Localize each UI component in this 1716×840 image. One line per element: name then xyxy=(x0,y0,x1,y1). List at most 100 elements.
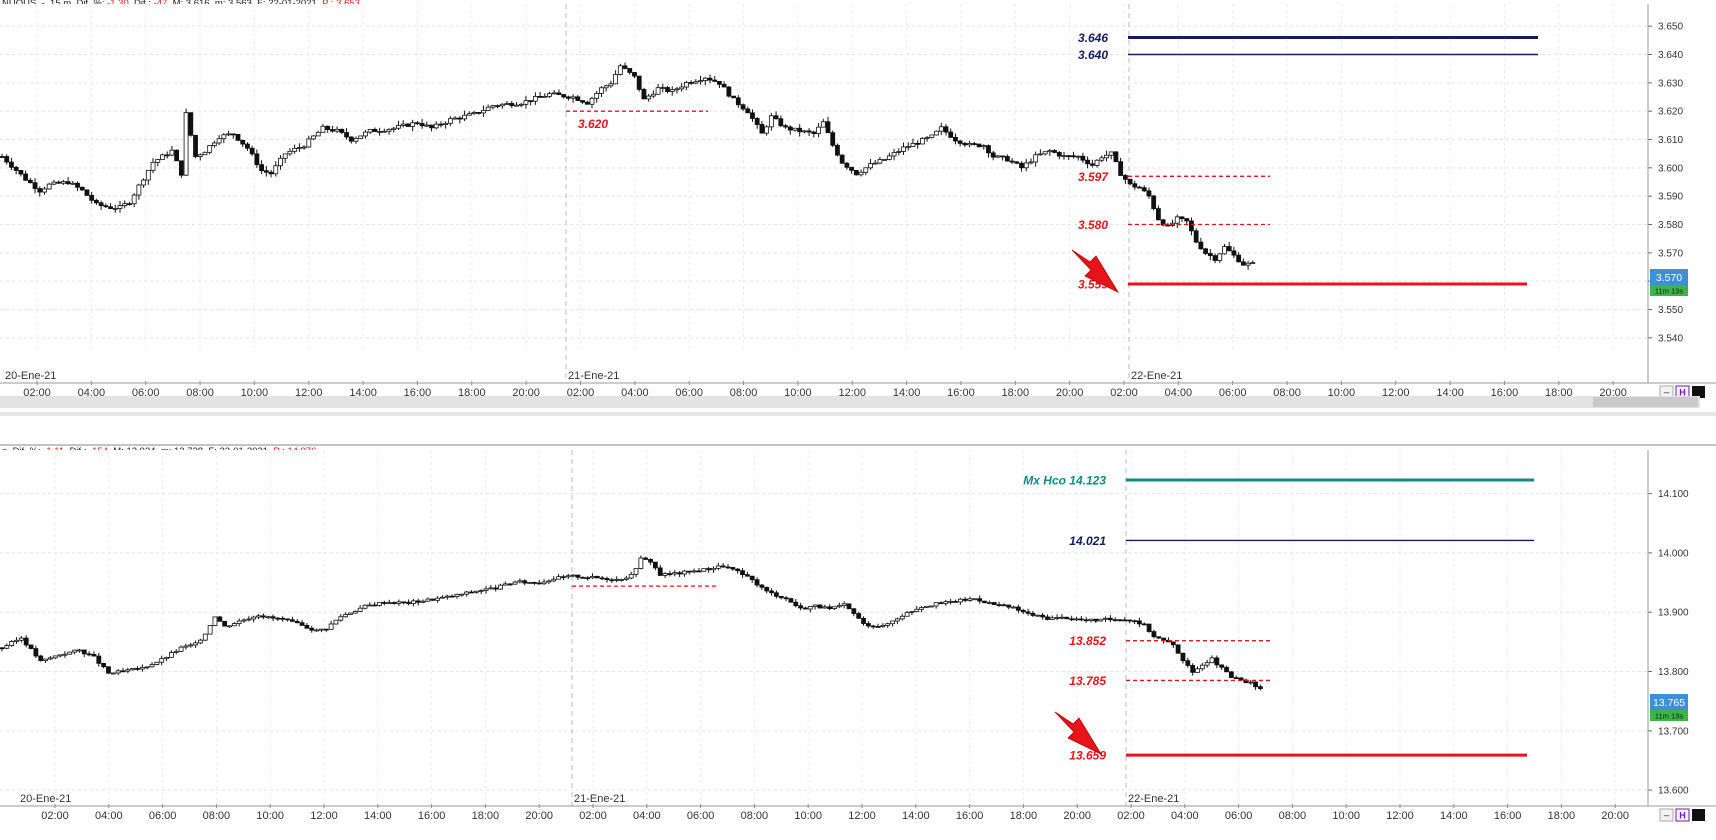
bot-candle xyxy=(749,575,755,581)
bot-candle xyxy=(1161,637,1166,641)
top-candle xyxy=(731,95,736,99)
bot-save-icon: H xyxy=(1679,811,1686,821)
top-candlestick-chart[interactable]: 3.5403.5503.5603.5703.5803.5903.6003.610… xyxy=(0,0,1716,410)
top-horizontal-scrollbar[interactable] xyxy=(0,396,1700,408)
top-candle xyxy=(669,89,675,92)
top-candle xyxy=(193,134,198,157)
bot-candle xyxy=(1088,618,1094,621)
bot-candle xyxy=(289,619,295,622)
bot-candle xyxy=(662,573,668,576)
top-price-badge-text: 3.570 xyxy=(1656,272,1682,284)
bot-candle xyxy=(57,654,63,657)
top-candle xyxy=(948,131,954,138)
bot-candle xyxy=(473,590,479,593)
top-candle xyxy=(542,95,548,98)
bottom-chart-pane[interactable]: n Dif. %: -1.11 Dif.: -154 M: 13.934 m: … xyxy=(0,446,1716,840)
bot-candle xyxy=(454,593,460,598)
top-scroll-thumb[interactable] xyxy=(1593,397,1698,407)
top-candle xyxy=(830,132,836,146)
bot-candle xyxy=(933,602,939,607)
top-candle xyxy=(65,181,71,185)
bot-candle xyxy=(106,666,111,674)
bot-candle xyxy=(1069,618,1075,621)
top-candle xyxy=(1222,246,1227,255)
bot-candle xyxy=(9,641,15,646)
bot-zoom-out-button[interactable] xyxy=(1659,808,1674,822)
bot-candle xyxy=(919,607,924,610)
bot-candle xyxy=(527,581,532,584)
bot-candle xyxy=(740,570,745,576)
top-candle xyxy=(707,77,713,81)
top-candle xyxy=(556,92,562,95)
bot-candle xyxy=(72,649,77,653)
bot-candle xyxy=(1146,623,1152,632)
top-candle xyxy=(632,72,637,77)
bot-candle xyxy=(1185,660,1191,666)
top-plot-area[interactable] xyxy=(0,4,1648,352)
top-candle xyxy=(617,65,623,75)
bot-price-badge xyxy=(1650,694,1688,710)
bot-candle xyxy=(1020,609,1026,613)
bot-candle xyxy=(159,658,165,663)
top-chart-pane[interactable]: NUOUS - 15 m Dif. %: -1.30 Dif.: -47 M: … xyxy=(0,0,1716,410)
top-candle xyxy=(721,83,727,88)
top-day-label: 20-Ene-21 xyxy=(5,370,56,382)
top-candle xyxy=(240,139,246,145)
top-candle xyxy=(981,145,987,148)
top-candle xyxy=(51,181,57,185)
bot-candle xyxy=(241,619,247,622)
bottom-candlestick-chart[interactable]: 13.600 13.700 13.800 13.900 14.000 14.100 02:0… xyxy=(0,446,1716,840)
bot-candle xyxy=(1117,619,1123,622)
top-candle xyxy=(245,143,250,149)
top-candle xyxy=(174,149,180,162)
bot-candle xyxy=(343,614,349,618)
top-candle xyxy=(825,121,831,134)
top-candle xyxy=(1137,186,1142,189)
top-candle xyxy=(797,127,803,133)
top-candle xyxy=(1203,248,1208,254)
bot-save-button[interactable] xyxy=(1675,808,1690,822)
pane-separator[interactable] xyxy=(0,412,1716,416)
bot-y-tick-label: 14.000 xyxy=(1658,548,1689,559)
bot-candle xyxy=(623,577,629,580)
bot-candle xyxy=(1093,618,1099,622)
bot-candle xyxy=(251,616,257,620)
bot-timer-badge xyxy=(1650,710,1688,721)
top-candle xyxy=(103,205,109,208)
bot-candle xyxy=(1253,681,1258,688)
top-candle xyxy=(844,162,850,168)
top-candle xyxy=(1056,152,1062,157)
bot-candle xyxy=(812,604,818,607)
top-candle xyxy=(1033,154,1039,163)
top-candle xyxy=(112,208,118,210)
top-candle xyxy=(735,97,741,106)
bot-candle xyxy=(48,657,53,660)
top-panel-toggle-button[interactable] xyxy=(1692,386,1705,398)
bot-candle xyxy=(319,628,324,631)
top-candle xyxy=(509,103,515,107)
top-candle xyxy=(301,146,307,149)
bot-candle xyxy=(604,578,610,581)
bot-candle xyxy=(236,620,242,624)
bot-day-label: 22-Ene-21 xyxy=(1128,793,1179,805)
bot-candle xyxy=(1238,677,1244,681)
bot-candle xyxy=(372,604,378,607)
bot-candle xyxy=(846,603,852,610)
top-candle xyxy=(566,96,571,99)
bot-timer-badge-text: 11m 13s xyxy=(1655,712,1683,721)
bot-candle xyxy=(67,651,73,655)
bot-candle xyxy=(396,601,402,604)
bot-candle xyxy=(715,565,721,569)
bot-candle xyxy=(827,606,833,609)
top-y-tick-label: 3.630 xyxy=(1658,78,1683,89)
top-candle xyxy=(481,109,486,114)
bot-y-tick-label: 13.900 xyxy=(1658,608,1689,619)
top-candle xyxy=(292,147,298,152)
bot-plot-area[interactable] xyxy=(0,450,1648,802)
top-candle xyxy=(79,186,85,191)
top-candle xyxy=(759,124,765,134)
bot-candle xyxy=(391,602,397,605)
bot-panel-toggle-button[interactable] xyxy=(1692,809,1705,821)
top-candle xyxy=(325,125,331,130)
top-candle xyxy=(679,86,685,90)
